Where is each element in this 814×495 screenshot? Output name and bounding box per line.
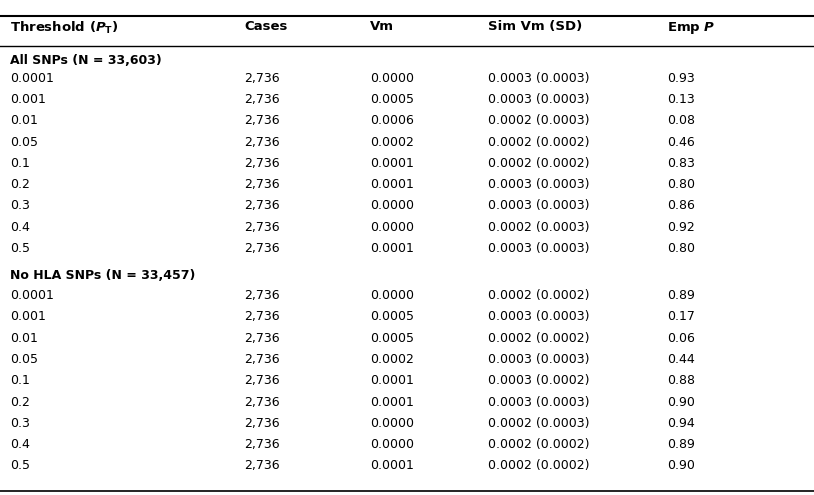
Text: 0.90: 0.90 [667, 396, 695, 408]
Text: All SNPs (N = 33,603): All SNPs (N = 33,603) [10, 54, 161, 67]
Text: 0.0003 (0.0003): 0.0003 (0.0003) [488, 353, 590, 366]
Text: 0.0005: 0.0005 [370, 310, 414, 323]
Text: Threshold ($\bfit{P}$$_\mathbf{T}$): Threshold ($\bfit{P}$$_\mathbf{T}$) [10, 20, 118, 36]
Text: 0.90: 0.90 [667, 459, 695, 472]
Text: 2,736: 2,736 [244, 459, 280, 472]
Text: 0.80: 0.80 [667, 242, 695, 255]
Text: Cases: Cases [244, 20, 287, 33]
Text: 0.0000: 0.0000 [370, 72, 414, 85]
Text: 0.1: 0.1 [10, 374, 29, 387]
Text: 0.44: 0.44 [667, 353, 695, 366]
Text: Vm: Vm [370, 20, 394, 33]
Text: 0.89: 0.89 [667, 438, 695, 451]
Text: 0.5: 0.5 [10, 459, 30, 472]
Text: 0.0003 (0.0003): 0.0003 (0.0003) [488, 199, 590, 212]
Text: Sim Vm (SD): Sim Vm (SD) [488, 20, 583, 33]
Text: 0.0002: 0.0002 [370, 353, 414, 366]
Text: 2,736: 2,736 [244, 374, 280, 387]
Text: 0.0001: 0.0001 [370, 459, 414, 472]
Text: 2,736: 2,736 [244, 242, 280, 255]
Text: 0.0003 (0.0003): 0.0003 (0.0003) [488, 242, 590, 255]
Text: 2,736: 2,736 [244, 310, 280, 323]
Text: 2,736: 2,736 [244, 199, 280, 212]
Text: 0.3: 0.3 [10, 199, 29, 212]
Text: 0.3: 0.3 [10, 417, 29, 430]
Text: 2,736: 2,736 [244, 396, 280, 408]
Text: 0.05: 0.05 [10, 136, 37, 148]
Text: 0.0005: 0.0005 [370, 332, 414, 345]
Text: 0.0003 (0.0002): 0.0003 (0.0002) [488, 374, 590, 387]
Text: 0.2: 0.2 [10, 396, 29, 408]
Text: 0.0002 (0.0003): 0.0002 (0.0003) [488, 114, 590, 127]
Text: 0.0002 (0.0003): 0.0002 (0.0003) [488, 417, 590, 430]
Text: 0.0002 (0.0002): 0.0002 (0.0002) [488, 157, 590, 170]
Text: 0.0003 (0.0003): 0.0003 (0.0003) [488, 310, 590, 323]
Text: 0.0001: 0.0001 [10, 72, 54, 85]
Text: 2,736: 2,736 [244, 289, 280, 302]
Text: 0.0000: 0.0000 [370, 221, 414, 234]
Text: 0.89: 0.89 [667, 289, 695, 302]
Text: 0.0001: 0.0001 [370, 374, 414, 387]
Text: 0.94: 0.94 [667, 417, 695, 430]
Text: 0.86: 0.86 [667, 199, 695, 212]
Text: 2,736: 2,736 [244, 157, 280, 170]
Text: 0.0001: 0.0001 [370, 242, 414, 255]
Text: 2,736: 2,736 [244, 438, 280, 451]
Text: 0.0002: 0.0002 [370, 136, 414, 148]
Text: 0.0002 (0.0002): 0.0002 (0.0002) [488, 438, 590, 451]
Text: 0.83: 0.83 [667, 157, 695, 170]
Text: 0.4: 0.4 [10, 221, 29, 234]
Text: 0.92: 0.92 [667, 221, 695, 234]
Text: 0.06: 0.06 [667, 332, 695, 345]
Text: 0.5: 0.5 [10, 242, 30, 255]
Text: 0.0002 (0.0002): 0.0002 (0.0002) [488, 289, 590, 302]
Text: 0.0002 (0.0002): 0.0002 (0.0002) [488, 136, 590, 148]
Text: 0.0003 (0.0003): 0.0003 (0.0003) [488, 396, 590, 408]
Text: 2,736: 2,736 [244, 353, 280, 366]
Text: 0.0001: 0.0001 [370, 396, 414, 408]
Text: 0.0001: 0.0001 [370, 157, 414, 170]
Text: 2,736: 2,736 [244, 178, 280, 191]
Text: 0.80: 0.80 [667, 178, 695, 191]
Text: 0.0000: 0.0000 [370, 438, 414, 451]
Text: 2,736: 2,736 [244, 114, 280, 127]
Text: 0.0003 (0.0003): 0.0003 (0.0003) [488, 178, 590, 191]
Text: 2,736: 2,736 [244, 72, 280, 85]
Text: 0.0001: 0.0001 [10, 289, 54, 302]
Text: 2,736: 2,736 [244, 221, 280, 234]
Text: 0.0002 (0.0003): 0.0002 (0.0003) [488, 221, 590, 234]
Text: No HLA SNPs (N = 33,457): No HLA SNPs (N = 33,457) [10, 269, 195, 282]
Text: 0.08: 0.08 [667, 114, 695, 127]
Text: 0.13: 0.13 [667, 93, 695, 106]
Text: 0.2: 0.2 [10, 178, 29, 191]
Text: 0.1: 0.1 [10, 157, 29, 170]
Text: 0.4: 0.4 [10, 438, 29, 451]
Text: 0.05: 0.05 [10, 353, 37, 366]
Text: 2,736: 2,736 [244, 93, 280, 106]
Text: 0.93: 0.93 [667, 72, 695, 85]
Text: 0.0003 (0.0003): 0.0003 (0.0003) [488, 93, 590, 106]
Text: 0.0003 (0.0003): 0.0003 (0.0003) [488, 72, 590, 85]
Text: 0.17: 0.17 [667, 310, 695, 323]
Text: 0.0001: 0.0001 [370, 178, 414, 191]
Text: Emp $\bfit{P}$: Emp $\bfit{P}$ [667, 20, 716, 36]
Text: 0.0002 (0.0002): 0.0002 (0.0002) [488, 332, 590, 345]
Text: 2,736: 2,736 [244, 417, 280, 430]
Text: 0.01: 0.01 [10, 332, 37, 345]
Text: 0.001: 0.001 [10, 93, 46, 106]
Text: 2,736: 2,736 [244, 136, 280, 148]
Text: 0.0006: 0.0006 [370, 114, 414, 127]
Text: 0.0000: 0.0000 [370, 289, 414, 302]
Text: 0.0002 (0.0002): 0.0002 (0.0002) [488, 459, 590, 472]
Text: 0.001: 0.001 [10, 310, 46, 323]
Text: 0.0000: 0.0000 [370, 417, 414, 430]
Text: 0.0005: 0.0005 [370, 93, 414, 106]
Text: 0.88: 0.88 [667, 374, 695, 387]
Text: 0.46: 0.46 [667, 136, 695, 148]
Text: 0.01: 0.01 [10, 114, 37, 127]
Text: 0.0000: 0.0000 [370, 199, 414, 212]
Text: 2,736: 2,736 [244, 332, 280, 345]
